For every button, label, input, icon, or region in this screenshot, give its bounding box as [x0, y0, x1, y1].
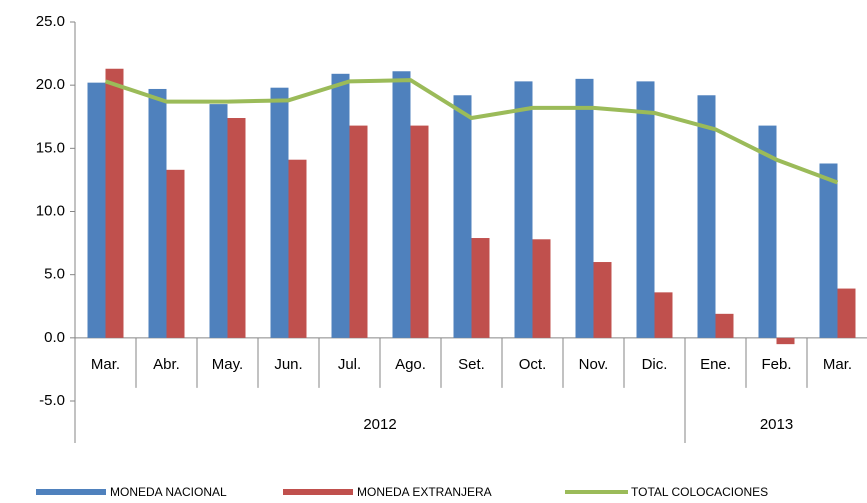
legend-label: MONEDA EXTRANJERA: [357, 485, 492, 499]
bar: [105, 68, 124, 338]
x-tick-label: Abr.: [153, 356, 180, 373]
bar: [209, 104, 228, 338]
x-tick-label: Feb.: [761, 356, 791, 373]
bar: [166, 169, 185, 338]
bar: [227, 118, 246, 338]
bar: [453, 95, 472, 338]
bar: [331, 73, 350, 338]
legend-swatch: [283, 489, 353, 495]
y-tick-label: 15.0: [36, 139, 65, 156]
y-tick-label: 20.0: [36, 76, 65, 93]
bar: [471, 238, 490, 338]
x-tick-label: Set.: [458, 356, 485, 373]
x-tick-label: Mar.: [91, 356, 120, 373]
y-tick-label: 5.0: [44, 266, 65, 283]
x-tick-label: Jul.: [338, 356, 361, 373]
x-tick-label: Ago.: [395, 356, 426, 373]
y-tick-label: 10.0: [36, 202, 65, 219]
bar: [715, 313, 734, 338]
bar: [410, 125, 429, 338]
x-tick-label: Oct.: [519, 356, 547, 373]
bar: [514, 81, 533, 338]
bar: [837, 288, 856, 338]
y-tick-label: -5.0: [39, 392, 65, 409]
group-label: 2013: [760, 416, 793, 433]
line: [104, 78, 839, 185]
bar: [776, 337, 795, 345]
bar: [575, 78, 594, 338]
group-label: 2012: [363, 416, 396, 433]
y-tick-label: 0.0: [44, 329, 65, 346]
bar: [349, 125, 368, 338]
bar: [392, 71, 411, 338]
bar: [819, 163, 838, 338]
bar: [532, 239, 551, 338]
bar: [593, 262, 612, 338]
x-tick-label: Jun.: [274, 356, 302, 373]
bar: [270, 87, 289, 338]
x-tick-label: May.: [212, 356, 243, 373]
x-tick-label: Dic.: [642, 356, 668, 373]
legend-label: TOTAL COLOCACIONES: [631, 485, 768, 499]
bar: [654, 292, 673, 338]
x-tick-label: Mar.: [823, 356, 852, 373]
bar: [148, 88, 167, 338]
bar: [697, 95, 716, 338]
bar: [636, 81, 655, 338]
legend-label: MONEDA NACIONAL: [110, 485, 227, 499]
x-tick-label: Nov.: [579, 356, 609, 373]
legend-swatch: [36, 489, 106, 495]
y-tick-label: 25.0: [36, 13, 65, 30]
x-tick-label: Ene.: [700, 356, 731, 373]
bar: [288, 159, 307, 338]
bar: [758, 125, 777, 338]
bar: [87, 82, 106, 338]
